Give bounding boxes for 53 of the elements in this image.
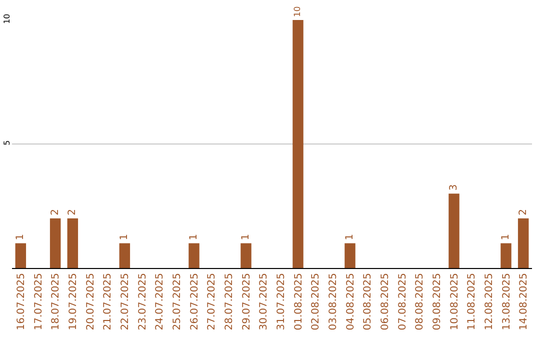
bar [500, 243, 512, 268]
data-label: 1 [500, 234, 512, 240]
bar [67, 218, 78, 268]
x-tick-label: 08.08.2025 [414, 273, 426, 330]
x-tick-label: 31.07.2025 [276, 273, 287, 330]
data-label: 3 [448, 184, 460, 191]
bar [119, 243, 130, 268]
x-tick-label: 19.07.2025 [68, 273, 79, 330]
data-label: 1 [119, 234, 130, 240]
x-tick-label: 05.08.2025 [362, 273, 374, 330]
x-tick-label: 26.07.2025 [189, 273, 200, 330]
x-tick-label: 27.07.2025 [206, 273, 218, 330]
x-tick-label: 12.08.2025 [484, 273, 495, 330]
x-tick-label: 23.07.2025 [137, 273, 148, 330]
x-tick-label: 28.07.2025 [224, 273, 235, 330]
data-label: 2 [67, 209, 78, 216]
data-label: 1 [344, 234, 356, 240]
data-label: 1 [240, 234, 252, 240]
x-tick-label: 13.08.2025 [501, 273, 512, 330]
data-label: 2 [518, 209, 529, 216]
x-tick-label: 30.07.2025 [258, 273, 270, 330]
x-tick-label: 02.08.2025 [310, 273, 322, 330]
x-tick-label: 20.07.2025 [85, 273, 96, 330]
x-tick-label: 17.07.2025 [33, 273, 44, 330]
data-label: 1 [15, 234, 26, 240]
x-tick-label: 24.07.2025 [154, 273, 166, 330]
x-tick-label: 16.07.2025 [16, 273, 27, 330]
data-label: 10 [292, 6, 302, 17]
x-tick-label: 21.07.2025 [102, 273, 114, 330]
bar [240, 243, 252, 268]
data-label: 1 [188, 234, 200, 240]
x-tick-label: 07.08.2025 [397, 273, 408, 330]
x-tick-label: 03.08.2025 [328, 273, 339, 330]
bar [292, 20, 304, 268]
x-tick-label: 04.08.2025 [345, 273, 356, 330]
bar [518, 218, 529, 268]
bar [448, 194, 460, 268]
x-tick-label: 14.08.2025 [518, 273, 530, 330]
bar [188, 243, 200, 268]
bar [15, 243, 26, 268]
x-tick-label: 18.07.2025 [50, 273, 62, 330]
y-tick-label: 5 [2, 140, 12, 146]
x-tick-label: 09.08.2025 [432, 273, 443, 330]
bar [50, 218, 61, 268]
data-label: 2 [50, 209, 61, 216]
x-tick-label: 29.07.2025 [241, 273, 252, 330]
x-tick-label: 06.08.2025 [380, 273, 391, 330]
x-tick-label: 01.08.2025 [293, 273, 304, 330]
x-tick-label: 25.07.2025 [172, 273, 183, 330]
x-tick-label: 11.08.2025 [466, 273, 478, 330]
bar [344, 243, 356, 268]
x-tick-label: 10.08.2025 [449, 273, 460, 330]
x-tick-label: 22.07.2025 [120, 273, 131, 330]
